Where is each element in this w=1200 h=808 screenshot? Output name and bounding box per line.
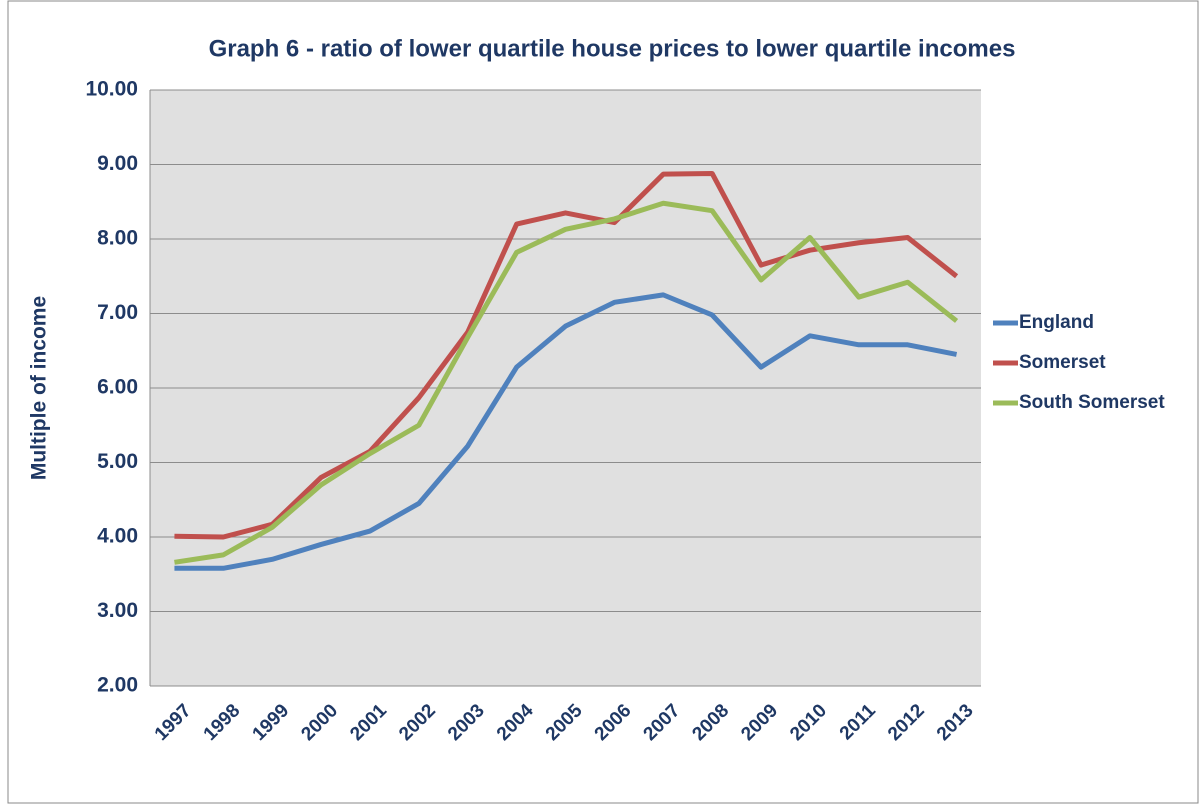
series-line [174,170,959,540]
y-tick-label: 3.00 [97,599,138,622]
y-tick-label: 8.00 [97,227,138,250]
y-tick-label: 6.00 [97,376,138,399]
legend-label: Somerset [1019,352,1106,373]
legend-label: South Somerset [1019,392,1165,413]
y-tick-label: 10.00 [85,78,138,101]
y-tick-label: 9.00 [97,152,138,175]
legend-label: England [1019,312,1094,333]
y-tick-label: 7.00 [97,301,138,324]
chart-title: Graph 6 - ratio of lower quartile house … [209,35,1016,62]
y-axis-label: Multiple of income [28,296,51,480]
series-line [174,292,958,571]
y-tick-label: 5.00 [97,450,138,473]
y-tick-label: 2.00 [97,674,138,697]
series-line [174,200,959,565]
y-tick-label: 4.00 [97,525,138,548]
